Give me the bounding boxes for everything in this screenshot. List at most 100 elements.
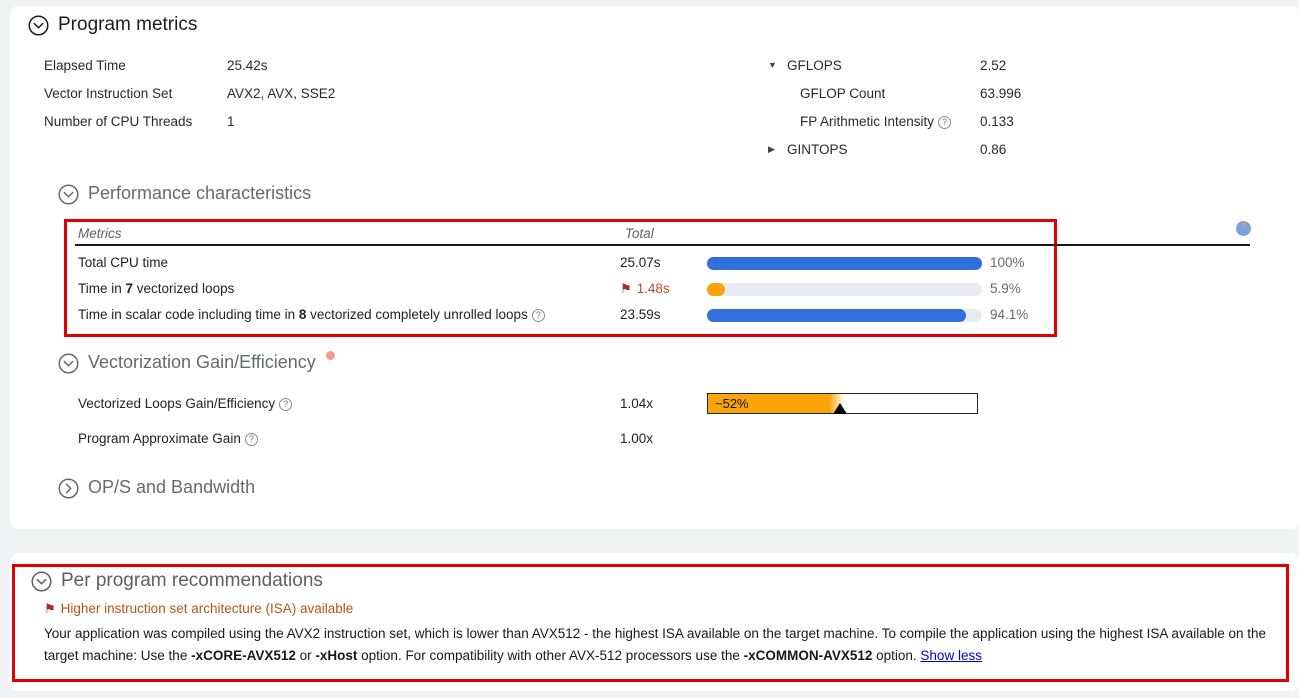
percent-bar-fill bbox=[707, 283, 725, 296]
collapse-chevron-icon[interactable] bbox=[58, 184, 79, 205]
section-title: Vectorization Gain/Efficiency bbox=[88, 352, 316, 372]
table-row: Total CPU time 25.07s 100% bbox=[78, 251, 1053, 277]
metric-label: Elapsed Time bbox=[44, 58, 126, 73]
flag-icon: ⚑ bbox=[44, 601, 56, 616]
percent-label: 100% bbox=[990, 255, 1025, 270]
help-icon[interactable]: ? bbox=[279, 398, 293, 411]
text-segment: or bbox=[295, 647, 316, 663]
pie-chart-icon bbox=[1236, 221, 1251, 236]
metric-value: 63.996 bbox=[980, 86, 1022, 101]
text-segment: vectorized loops bbox=[133, 281, 235, 296]
expand-chevron-icon[interactable] bbox=[58, 478, 79, 499]
section-header-program-metrics[interactable]: Program metrics bbox=[28, 14, 197, 36]
recommendation-heading-text: Higher instruction set architecture (ISA… bbox=[60, 601, 354, 616]
table-row: Time in 7 vectorized loops ⚑ 1.48s 5.9% bbox=[78, 277, 1053, 303]
metric-total: ⚑ 1.48s bbox=[620, 281, 670, 297]
recommendation-heading: ⚑ Higher instruction set architecture (IS… bbox=[44, 601, 353, 617]
metric-name: Time in 7 vectorized loops bbox=[78, 281, 234, 296]
gain-row: Vectorized Loops Gain/Efficiency? 1.04x ~5… bbox=[78, 388, 1053, 423]
section-header-recommendations[interactable]: Per program recommendations bbox=[31, 570, 323, 592]
metric-label: GINTOPS bbox=[787, 140, 980, 159]
recommendation-body: Your application was compiled using the … bbox=[44, 623, 1291, 666]
section-title: Performance characteristics bbox=[88, 183, 312, 203]
percent-bar-fill bbox=[707, 257, 982, 270]
metric-value: AVX2, AVX, SSE2 bbox=[227, 86, 336, 101]
metric-value: 25.42s bbox=[227, 58, 268, 73]
gain-label: Vectorized Loops Gain/Efficiency? bbox=[78, 396, 293, 411]
text-segment: Your application was compiled using the … bbox=[44, 626, 1267, 663]
help-icon[interactable]: ? bbox=[938, 116, 952, 129]
expander-spacer bbox=[768, 84, 787, 103]
metric-label: FP Arithmetic Intensity? bbox=[787, 112, 980, 131]
text-segment: Time in bbox=[78, 281, 126, 296]
section-header-ops-bandwidth[interactable]: OP/S and Bandwidth bbox=[58, 477, 255, 499]
metric-label: GFLOPS bbox=[787, 56, 980, 75]
gain-value: 1.04x bbox=[620, 396, 654, 411]
metric-name: Total CPU time bbox=[78, 255, 168, 270]
help-icon[interactable]: ? bbox=[244, 433, 258, 446]
metric-value: 0.133 bbox=[980, 114, 1014, 129]
program-metrics-left: Elapsed Time 25.42s Vector Instruction Set… bbox=[44, 56, 335, 131]
text-segment: -xHost bbox=[315, 647, 358, 663]
percent-bar-fill bbox=[707, 309, 966, 322]
metric-label-text: GFLOP Count bbox=[800, 86, 886, 101]
vectorization-gain-rows: Vectorized Loops Gain/Efficiency? 1.04x ~5… bbox=[78, 388, 1053, 458]
section-title: OP/S and Bandwidth bbox=[88, 477, 256, 497]
gauge-marker-icon bbox=[832, 403, 847, 414]
expand-triangle-icon[interactable]: ▶ bbox=[768, 144, 775, 154]
text-segment: Time in scalar code including time in bbox=[78, 307, 299, 322]
text-segment: option. For compatibility with other AVX… bbox=[357, 647, 744, 663]
table-header-total: Total bbox=[625, 226, 654, 241]
collapse-chevron-icon[interactable] bbox=[28, 15, 49, 36]
table-header-metrics: Metrics bbox=[78, 226, 122, 241]
text-segment: -xCOMMON-AVX512 bbox=[743, 647, 873, 663]
show-less-link[interactable]: Show less bbox=[920, 647, 982, 663]
section-header-vectorization-gain[interactable]: Vectorization Gain/Efficiency bbox=[58, 351, 335, 374]
section-title: Per program recommendations bbox=[61, 570, 323, 591]
metric-value: 1 bbox=[227, 114, 235, 129]
percent-label: 5.9% bbox=[990, 281, 1021, 296]
efficiency-gauge-label: ~52% bbox=[715, 396, 749, 411]
metric-label-text: GINTOPS bbox=[787, 142, 848, 157]
program-metrics-card bbox=[10, 6, 1299, 529]
percent-label: 94.1% bbox=[990, 307, 1029, 322]
recommendations-card bbox=[10, 553, 1299, 691]
expander-spacer bbox=[768, 112, 787, 131]
total-value: 25.07s bbox=[620, 255, 661, 270]
table-header-divider bbox=[75, 244, 1250, 246]
text-segment: Total CPU time bbox=[78, 255, 169, 270]
percent-bar bbox=[707, 257, 982, 270]
metric-total: 23.59s bbox=[620, 307, 661, 322]
percent-bar bbox=[707, 309, 982, 322]
collapse-chevron-icon[interactable] bbox=[58, 353, 79, 374]
metric-name: Time in scalar code including time in 8 … bbox=[78, 307, 545, 322]
efficiency-gauge: ~52% bbox=[707, 393, 978, 414]
help-icon[interactable]: ? bbox=[531, 309, 545, 322]
metric-label-text: FP Arithmetic Intensity bbox=[800, 114, 935, 129]
program-metrics-right: ▼ GFLOPS 2.52 GFLOP Count 63.996 FP Arithmeti… bbox=[768, 56, 1021, 159]
collapse-triangle-icon[interactable]: ▼ bbox=[768, 60, 777, 70]
text-segment: 8 bbox=[298, 307, 307, 322]
text-segment: 7 bbox=[125, 281, 134, 296]
table-row: Time in scalar code including time in 8 … bbox=[78, 303, 1053, 329]
metric-total: 25.07s bbox=[620, 255, 661, 270]
metric-label: Number of CPU Threads bbox=[44, 114, 193, 129]
text-segment: vectorized completely unrolled loops bbox=[306, 307, 528, 322]
metric-label: GFLOP Count bbox=[787, 84, 980, 103]
text-segment: -xCORE-AVX512 bbox=[191, 647, 296, 663]
gain-row: Program Approximate Gain? 1.00x bbox=[78, 423, 1053, 458]
notification-dot-icon bbox=[325, 351, 335, 360]
metric-label-text: GFLOPS bbox=[787, 58, 842, 73]
text-segment: option. bbox=[872, 647, 921, 663]
metric-value: 0.86 bbox=[980, 142, 1007, 157]
section-header-performance-characteristics[interactable]: Performance characteristics bbox=[58, 183, 311, 205]
gain-value: 1.00x bbox=[620, 431, 654, 446]
gain-label: Program Approximate Gain? bbox=[78, 431, 258, 446]
section-title: Program metrics bbox=[58, 14, 198, 35]
total-value: 1.48s bbox=[636, 281, 670, 296]
collapse-chevron-icon[interactable] bbox=[31, 571, 52, 592]
total-value: 23.59s bbox=[620, 307, 661, 322]
metric-label: Vector Instruction Set bbox=[44, 86, 173, 101]
flag-icon: ⚑ bbox=[620, 281, 632, 296]
